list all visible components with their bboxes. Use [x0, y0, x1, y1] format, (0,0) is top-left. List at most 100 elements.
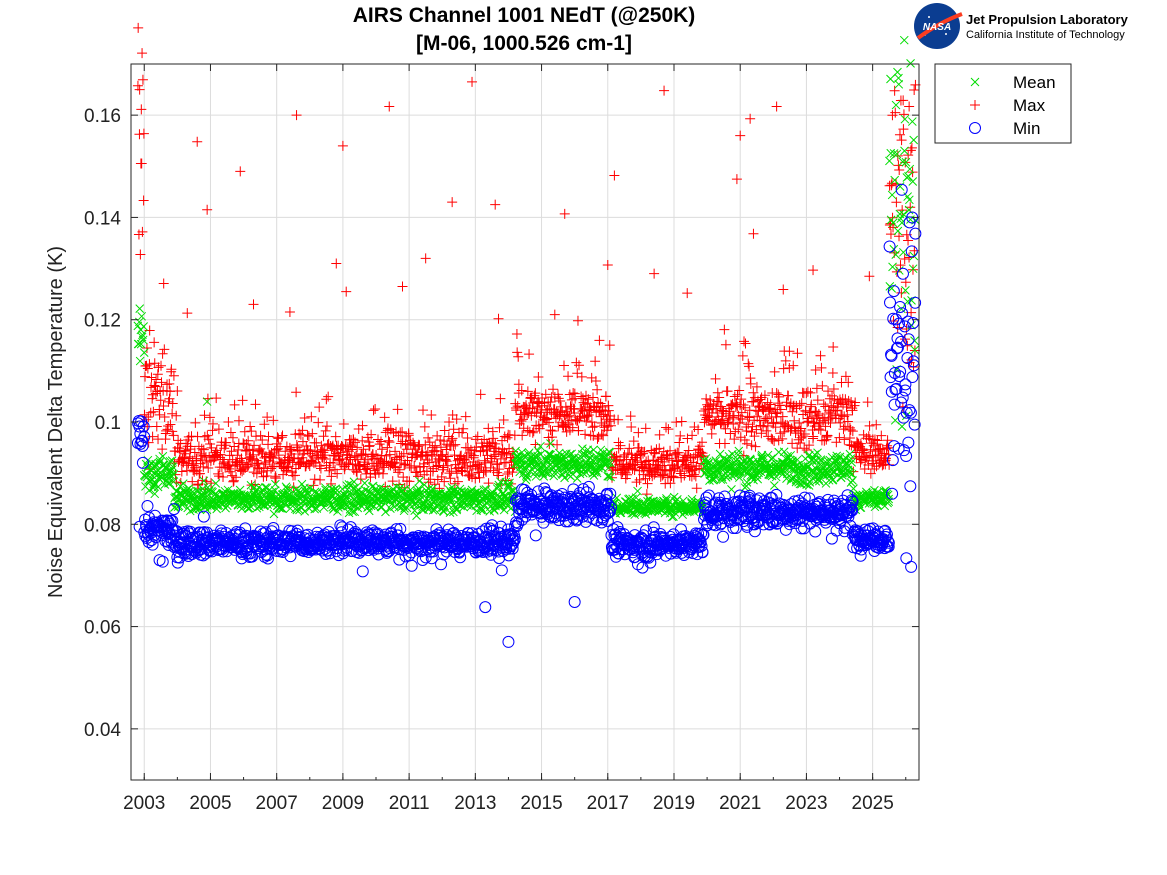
data-point-mean: [300, 507, 310, 516]
data-point-max: [636, 457, 647, 468]
data-point-min: [896, 391, 909, 404]
data-point-max: [839, 434, 850, 445]
data-point-max: [649, 448, 660, 459]
data-point-max: [894, 231, 905, 242]
data-point-max: [633, 427, 644, 438]
data-point-min: [709, 519, 722, 532]
data-point-max: [443, 451, 454, 462]
data-point-max: [774, 391, 785, 402]
data-point-max: [661, 422, 672, 433]
data-point-max: [571, 357, 582, 368]
data-point-mean: [809, 472, 819, 482]
series-min: [131, 183, 922, 648]
data-point-max: [765, 399, 776, 410]
data-point-max: [722, 386, 733, 397]
outlier-point-mean: [202, 397, 212, 406]
data-point-max: [429, 446, 440, 457]
data-point-max: [907, 264, 918, 275]
data-point-max: [792, 348, 803, 359]
data-point-max: [716, 401, 727, 412]
data-point-min: [908, 418, 921, 431]
data-point-max: [374, 439, 385, 450]
data-point-mean: [536, 441, 545, 451]
data-point-min: [156, 555, 169, 568]
data-point-min: [899, 384, 912, 397]
data-point-mean: [297, 479, 307, 489]
data-point-min: [453, 546, 466, 559]
data-point-max: [237, 457, 248, 468]
data-point-max: [148, 406, 159, 417]
data-point-max: [262, 412, 273, 423]
data-point-mean: [572, 464, 581, 474]
data-point-max: [252, 458, 263, 469]
data-point-max: [449, 450, 460, 461]
data-point-min: [493, 552, 506, 565]
data-point-mean: [886, 74, 895, 84]
data-point-max: [396, 451, 407, 462]
data-point-min: [843, 506, 856, 519]
data-point-max: [273, 450, 284, 461]
data-point-max: [469, 450, 480, 461]
data-point-mean: [163, 478, 173, 488]
data-point-max: [623, 461, 634, 472]
data-point-max: [882, 440, 893, 451]
data-point-mean: [904, 205, 914, 215]
data-point-max: [167, 426, 178, 437]
data-point-mean: [329, 485, 339, 495]
data-point-max: [147, 393, 158, 404]
data-point-mean: [895, 182, 905, 191]
data-point-max: [450, 463, 461, 474]
data-point-max: [136, 158, 147, 169]
data-point-max: [755, 394, 766, 405]
data-point-max: [419, 421, 430, 432]
outlier-point-max: [609, 170, 620, 181]
data-point-max: [872, 435, 883, 446]
data-point-max: [687, 430, 698, 441]
data-point-max: [146, 372, 157, 383]
data-point-max: [773, 389, 784, 400]
data-point-max: [806, 412, 817, 423]
data-point-max: [832, 405, 843, 416]
data-point-max: [384, 449, 395, 460]
data-point-max: [168, 430, 179, 441]
data-point-max: [345, 440, 356, 451]
data-point-min: [146, 538, 159, 551]
data-point-max: [842, 409, 853, 420]
data-point-max: [259, 419, 270, 430]
data-point-mean: [883, 490, 893, 500]
data-point-max: [752, 411, 763, 422]
data-point-max: [373, 467, 384, 478]
data-point-max: [769, 436, 780, 447]
data-point-max: [384, 437, 395, 448]
data-point-max: [251, 468, 262, 479]
data-point-mean: [478, 505, 488, 515]
data-point-max: [436, 471, 447, 482]
data-point-min: [510, 516, 523, 529]
data-point-mean: [137, 332, 147, 342]
data-point-max: [318, 431, 329, 442]
data-point-max: [218, 471, 229, 482]
data-point-min: [508, 532, 521, 545]
data-point-max: [270, 471, 281, 482]
data-point-mean: [360, 478, 370, 488]
data-point-max: [586, 417, 597, 428]
data-point-max: [510, 398, 521, 409]
data-point-min: [884, 296, 897, 309]
data-point-max: [744, 361, 755, 372]
data-point-min: [562, 515, 575, 528]
data-point-mean: [153, 482, 163, 492]
data-point-max: [528, 426, 539, 437]
data-point-max: [134, 84, 145, 95]
data-point-max: [838, 424, 849, 435]
data-point-mean: [905, 195, 914, 205]
data-point-max: [906, 142, 917, 153]
data-point-mean: [612, 493, 622, 503]
data-point-max: [199, 410, 210, 421]
data-point-mean: [169, 477, 178, 487]
data-point-max: [516, 416, 527, 427]
data-point-max: [276, 432, 287, 443]
data-point-max: [597, 401, 608, 412]
data-point-min: [336, 521, 349, 534]
data-point-max: [894, 129, 905, 140]
